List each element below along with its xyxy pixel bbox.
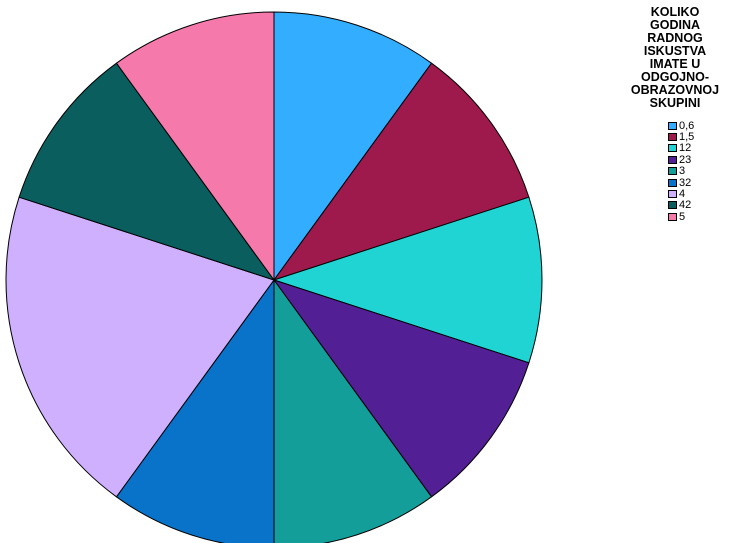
pie-slice-42 [18,62,276,281]
legend-label: 1,5 [679,131,695,144]
legend-label: 12 [679,142,692,155]
pie-slice-12 [272,196,543,364]
legend-swatch [668,133,677,142]
legend-swatch [668,201,677,210]
legend-swatch [668,144,677,153]
legend-item: 42 [668,199,738,212]
legend-item: 5 [668,210,738,223]
legend-item: 12 [668,142,738,155]
pie-slice-23 [272,279,530,498]
legend-label: 4 [679,188,686,201]
legend-label: 23 [679,153,692,166]
legend-item: 4 [668,188,738,201]
legend-title: KOLIKO GODINA RADNOG ISKUSTVA IMATE U OD… [630,5,720,110]
pie-slice-5 [115,11,275,282]
legend-swatch [668,212,677,221]
legend-item: 0,6 [668,119,738,132]
legend-swatch [668,178,677,187]
legend-label: 3 [679,165,686,178]
legend-label: 0,6 [679,119,695,132]
legend-item: 1,5 [668,131,738,144]
legend-items: 0,6 1,5 12 23 3 32 4 42 5 [668,120,738,223]
legend: KOLIKO GODINA RADNOG ISKUSTVA IMATE U OD… [612,6,738,223]
pie-slice-32 [115,278,275,543]
legend-swatch [668,121,677,130]
legend-label: 32 [679,176,692,189]
pie-slice-1-5 [272,62,530,281]
pie-slice-3 [273,278,433,543]
legend-label: 5 [679,210,686,223]
legend-item: 23 [668,153,738,166]
pie-chart [5,11,543,543]
legend-swatch [668,190,677,199]
legend-label: 42 [679,199,692,212]
legend-item: 3 [668,165,738,178]
legend-item: 32 [668,176,738,189]
pie-slice-4 [5,196,275,498]
pie-slice-0-6 [273,11,433,282]
legend-swatch [668,167,677,176]
legend-swatch [668,155,677,164]
